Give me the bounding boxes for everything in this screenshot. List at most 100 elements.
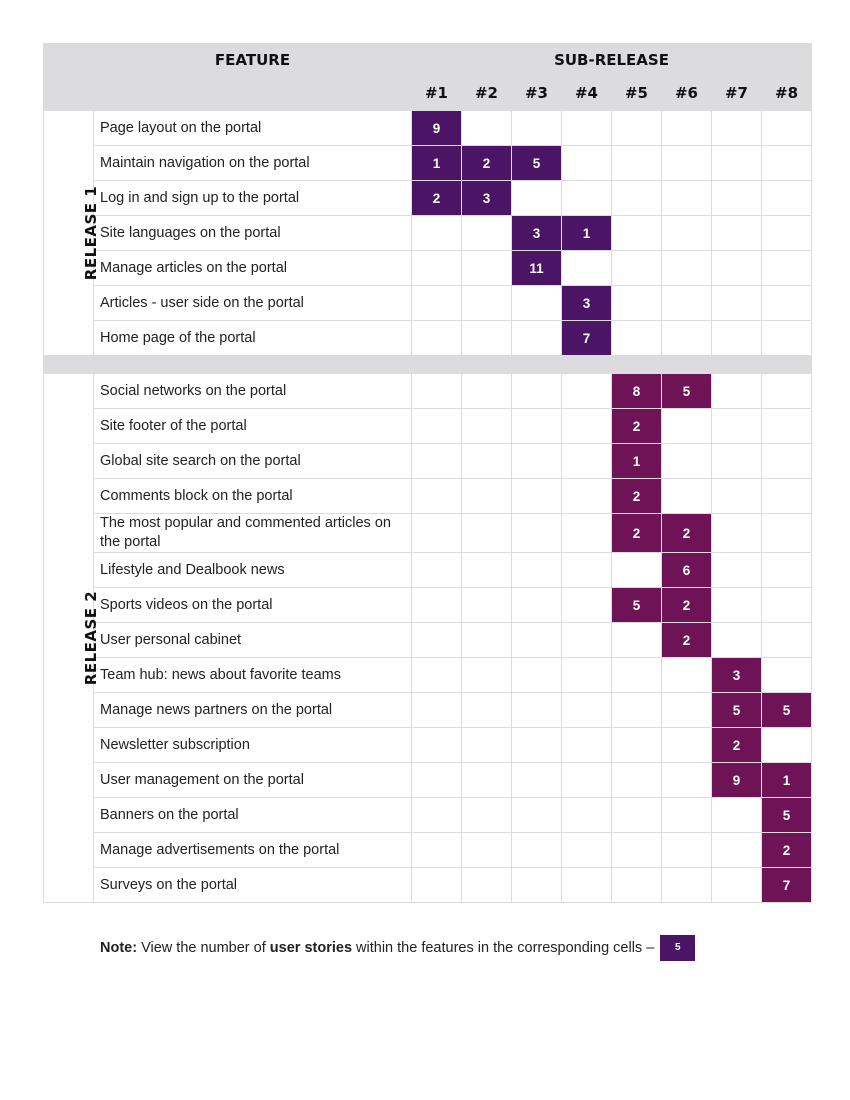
empty-cell — [760, 250, 813, 286]
empty-cell — [461, 797, 512, 833]
empty-cell — [611, 320, 662, 356]
empty-cell — [561, 513, 612, 553]
empty-cell — [711, 180, 762, 216]
empty-cell — [760, 552, 813, 588]
empty-cell — [461, 552, 512, 588]
header-blank-cell — [43, 43, 94, 76]
empty-cell — [461, 285, 512, 321]
empty-cell — [461, 443, 512, 479]
empty-cell — [461, 587, 512, 623]
sub-release-header-2: #2 — [461, 75, 512, 111]
table-row: Comments block on the portal 2 — [44, 478, 813, 514]
empty-cell — [461, 110, 512, 146]
empty-cell — [461, 320, 512, 356]
empty-cell — [711, 867, 762, 903]
empty-cell — [461, 478, 512, 514]
empty-cell — [511, 478, 562, 514]
separator-cell — [661, 355, 712, 374]
user-story-count-cell: 6 — [661, 552, 712, 588]
empty-cell — [561, 443, 612, 479]
feature-name: Site languages on the portal — [93, 215, 412, 251]
empty-cell — [760, 145, 813, 181]
feature-name: Manage articles on the portal — [93, 250, 412, 286]
empty-cell — [511, 657, 562, 693]
empty-cell — [711, 552, 762, 588]
empty-cell — [661, 145, 712, 181]
empty-cell — [611, 797, 662, 833]
empty-cell — [411, 622, 462, 658]
empty-cell — [760, 727, 813, 763]
empty-cell — [561, 797, 612, 833]
user-story-count-cell: 1 — [411, 145, 462, 181]
user-story-count-cell: 1 — [611, 443, 662, 479]
empty-cell — [760, 513, 813, 553]
empty-cell — [711, 478, 762, 514]
feature-name: Lifestyle and Dealbook news — [93, 552, 412, 588]
empty-cell — [411, 408, 462, 444]
user-story-count-cell: 7 — [760, 867, 813, 903]
empty-cell — [661, 727, 712, 763]
separator-cell — [711, 355, 762, 374]
user-story-count-cell: 2 — [760, 832, 813, 868]
empty-cell — [411, 373, 462, 409]
empty-cell — [611, 145, 662, 181]
user-story-count-cell: 1 — [561, 215, 612, 251]
user-story-count-cell: 5 — [611, 587, 662, 623]
empty-cell — [461, 513, 512, 553]
table-row: Manage articles on the portal 11 — [44, 250, 813, 286]
empty-cell — [511, 285, 562, 321]
table-row: User management on the portal 9 1 — [44, 762, 813, 798]
empty-cell — [661, 110, 712, 146]
release-plan-table: FEATURE SUB-RELEASE #1 #2 #3 #4 #5 #6 #7 #8 REL… — [43, 43, 813, 903]
sub-release-header-5: #5 — [611, 75, 662, 111]
user-story-count-cell: 3 — [711, 657, 762, 693]
separator-cell — [43, 355, 94, 374]
feature-name: Comments block on the portal — [93, 478, 412, 514]
empty-cell — [561, 110, 612, 146]
empty-cell — [711, 215, 762, 251]
user-story-count-cell: 5 — [511, 145, 562, 181]
sub-release-header-7: #7 — [711, 75, 762, 111]
user-story-count-cell: 3 — [561, 285, 612, 321]
empty-cell — [511, 867, 562, 903]
table-row: Global site search on the portal 1 — [44, 443, 813, 479]
empty-cell — [511, 513, 562, 553]
empty-cell — [711, 513, 762, 553]
header-blank-cell — [43, 75, 94, 111]
empty-cell — [461, 373, 512, 409]
empty-cell — [461, 867, 512, 903]
empty-cell — [611, 727, 662, 763]
empty-cell — [411, 320, 462, 356]
separator-cell — [411, 355, 462, 374]
empty-cell — [661, 478, 712, 514]
empty-cell — [411, 762, 462, 798]
sub-release-header-6: #6 — [661, 75, 712, 111]
empty-cell — [511, 180, 562, 216]
table-row: Site languages on the portal 3 1 — [44, 215, 813, 251]
user-story-count-cell: 9 — [711, 762, 762, 798]
empty-cell — [411, 832, 462, 868]
empty-cell — [411, 285, 462, 321]
release-separator — [43, 355, 813, 374]
empty-cell — [661, 285, 712, 321]
empty-cell — [511, 552, 562, 588]
empty-cell — [461, 727, 512, 763]
separator-cell — [461, 355, 512, 374]
table-row: The most popular and commented articles … — [44, 513, 813, 553]
empty-cell — [411, 692, 462, 728]
table-row: User personal cabinet 2 — [44, 622, 813, 658]
empty-cell — [461, 622, 512, 658]
note-swatch: 5 — [660, 935, 696, 961]
empty-cell — [711, 145, 762, 181]
empty-cell — [511, 692, 562, 728]
user-story-count-cell: 5 — [760, 692, 813, 728]
empty-cell — [711, 832, 762, 868]
table-body: RELEASE 1 Page layout on the portal 9 Maint… — [43, 110, 813, 903]
empty-cell — [511, 110, 562, 146]
empty-cell — [661, 250, 712, 286]
feature-name: Sports videos on the portal — [93, 587, 412, 623]
empty-cell — [611, 657, 662, 693]
empty-cell — [760, 215, 813, 251]
empty-cell — [760, 443, 813, 479]
empty-cell — [661, 762, 712, 798]
